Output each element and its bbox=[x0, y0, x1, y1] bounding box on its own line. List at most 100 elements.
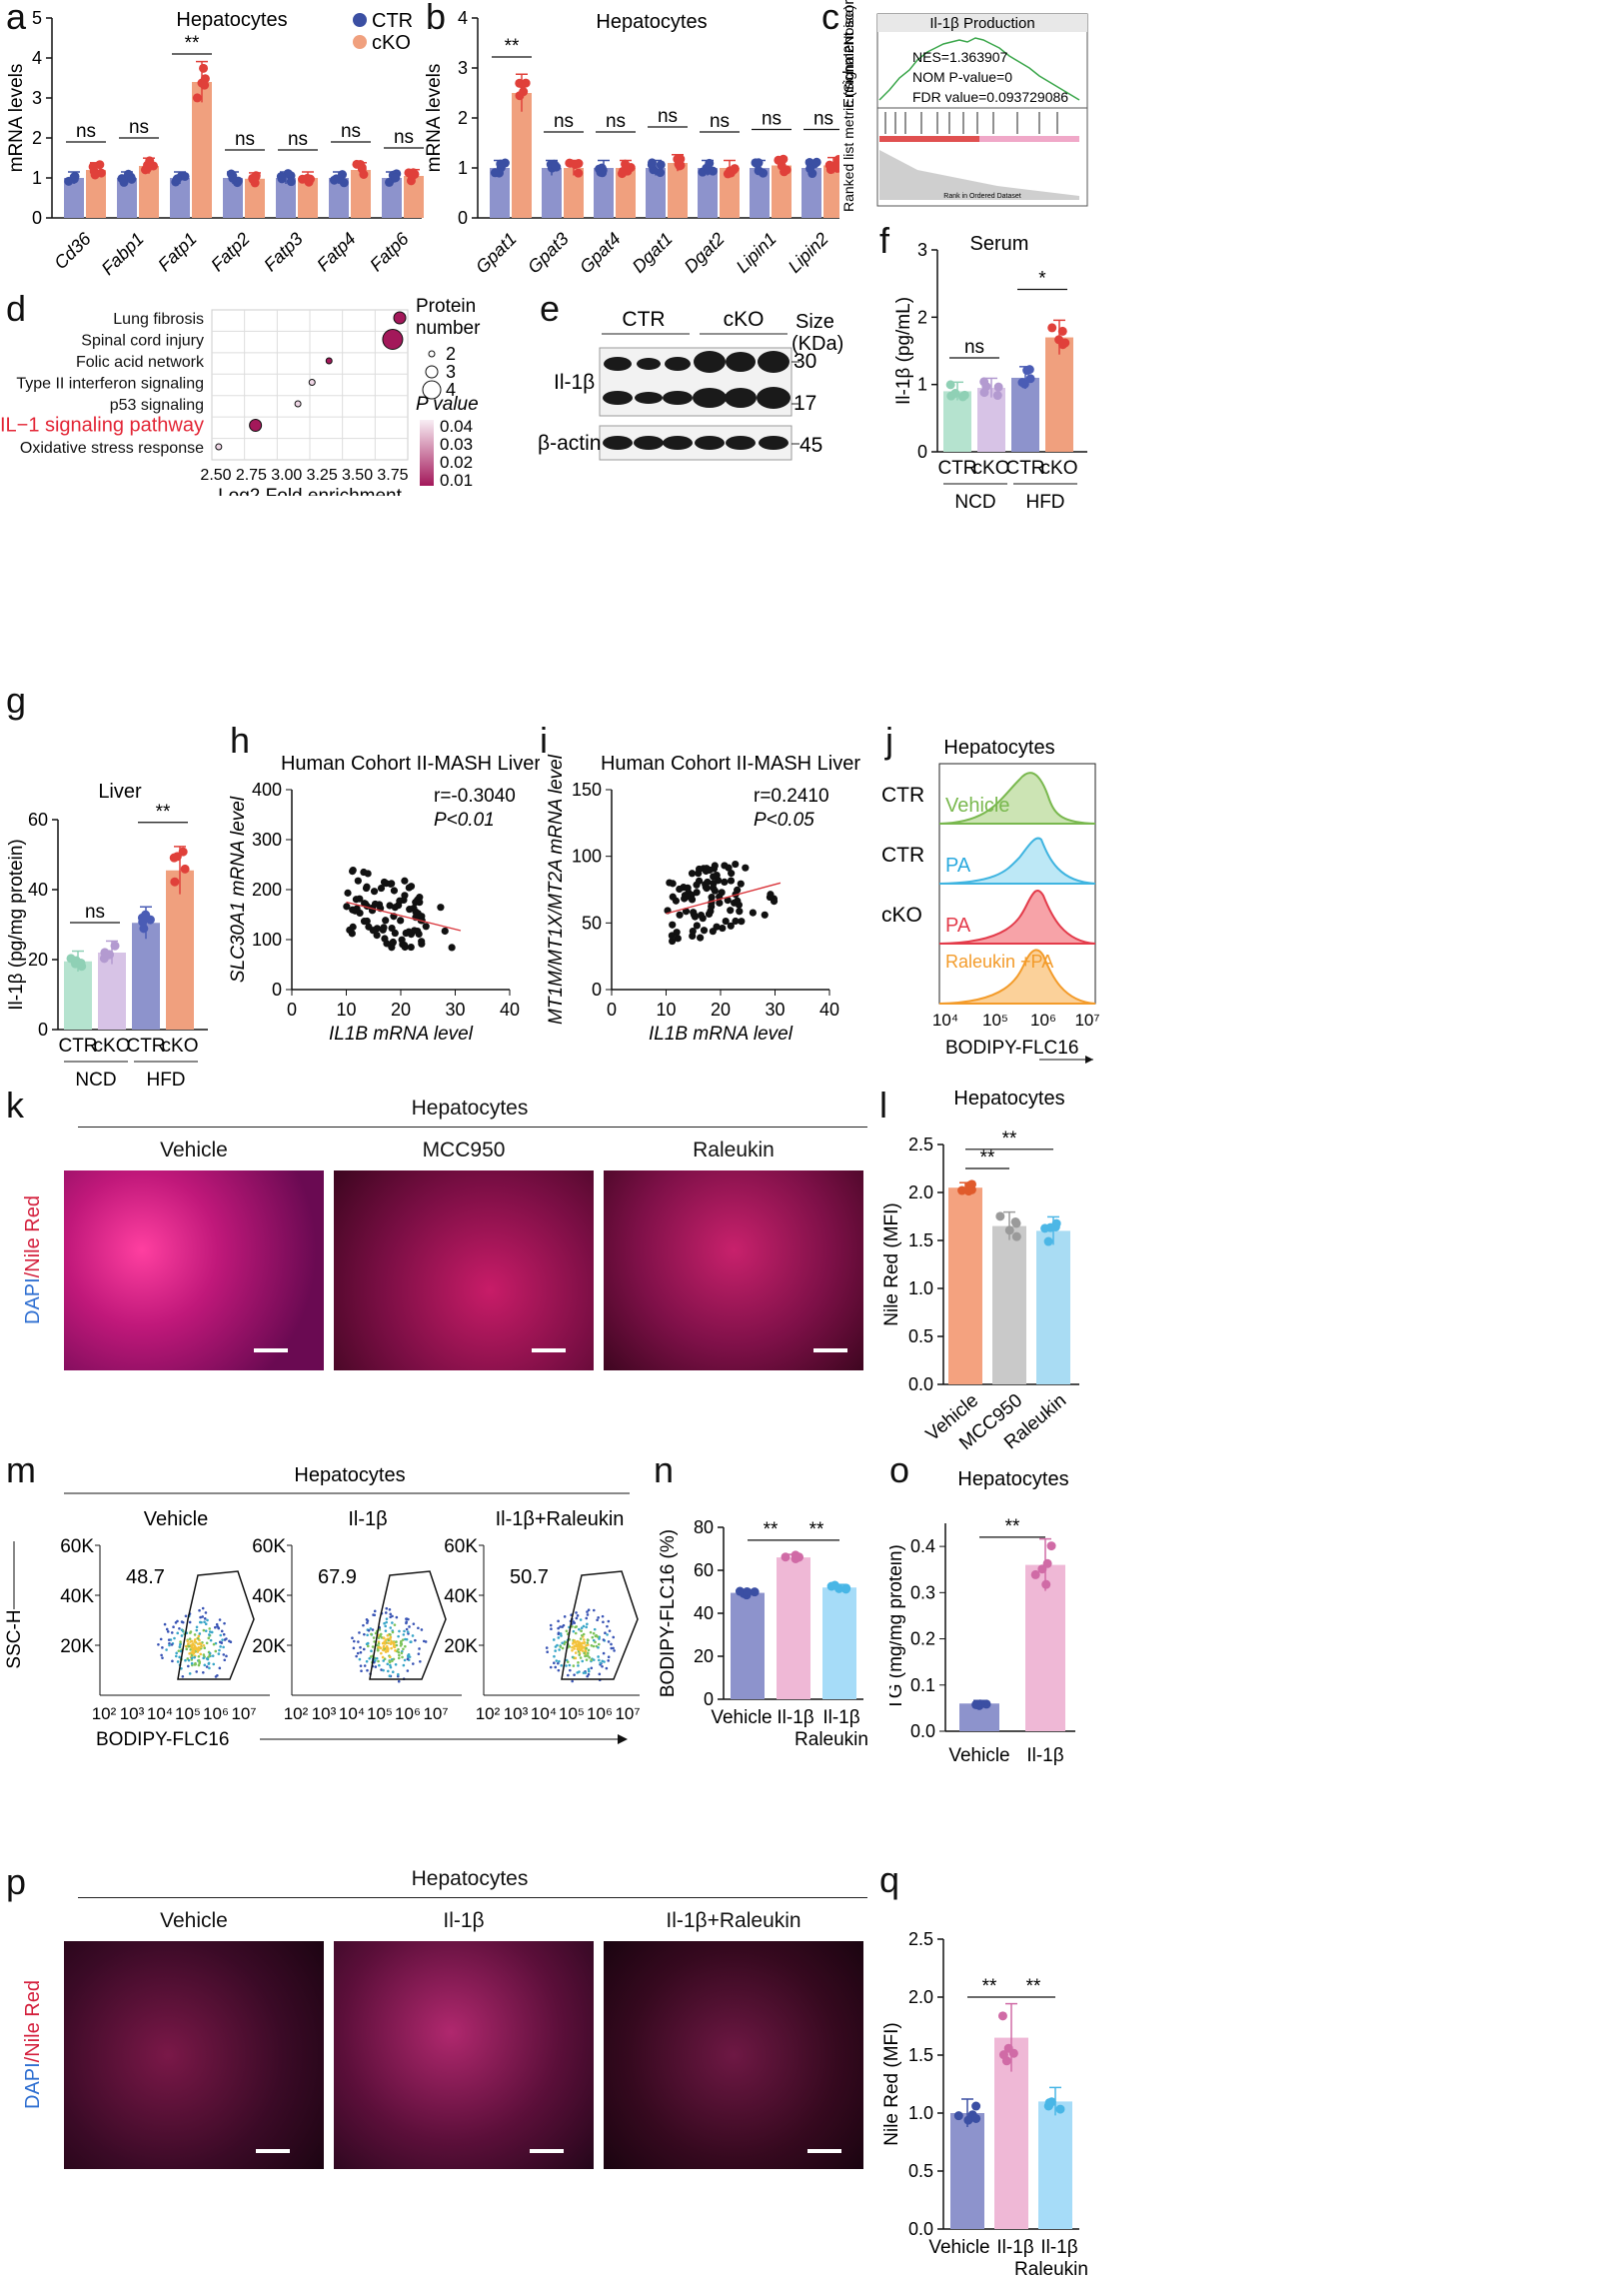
flow-event bbox=[187, 1642, 190, 1645]
flow-event bbox=[387, 1669, 390, 1673]
x-tick-label: Vehicle bbox=[711, 1707, 772, 1728]
flow-event bbox=[414, 1638, 417, 1642]
k-cond-3: Raleukin bbox=[693, 1139, 775, 1161]
data-point bbox=[96, 168, 106, 178]
flow-event bbox=[575, 1611, 578, 1614]
data-point bbox=[448, 944, 456, 952]
flow-event bbox=[389, 1655, 392, 1659]
data-point bbox=[707, 908, 715, 916]
marker-45: 45 bbox=[800, 434, 822, 457]
flow-event bbox=[610, 1642, 613, 1646]
flow-event bbox=[362, 1623, 365, 1627]
data-point bbox=[992, 391, 1002, 401]
flow-event bbox=[573, 1639, 577, 1642]
x-tick-label: CTR bbox=[1005, 458, 1044, 479]
flow-event bbox=[396, 1674, 400, 1678]
flow-event bbox=[388, 1660, 392, 1664]
flow-event bbox=[371, 1628, 375, 1631]
data-point bbox=[732, 860, 740, 869]
flow-event bbox=[388, 1607, 392, 1611]
flow-event bbox=[385, 1617, 389, 1620]
flow-gate bbox=[177, 1570, 255, 1680]
data-point bbox=[306, 174, 316, 184]
data-point bbox=[64, 176, 74, 186]
flow-event bbox=[561, 1641, 564, 1645]
flow-event bbox=[572, 1620, 576, 1623]
flow-event bbox=[588, 1656, 591, 1659]
y-tick-label: 20K bbox=[60, 1636, 94, 1657]
flow-event bbox=[398, 1653, 401, 1657]
flow-event bbox=[197, 1637, 200, 1640]
flow-event bbox=[598, 1658, 601, 1662]
data-point bbox=[405, 928, 413, 936]
x-tick-label: 10³ bbox=[120, 1704, 145, 1723]
y-tick-label: 1.0 bbox=[908, 1278, 933, 1298]
significance-label: ns bbox=[235, 129, 255, 150]
panel-label: a bbox=[6, 0, 27, 37]
data-point bbox=[721, 878, 729, 887]
gsea-nom: NOM P-value=0 bbox=[912, 69, 1012, 85]
flow-event bbox=[223, 1658, 227, 1662]
flow-event bbox=[161, 1656, 164, 1659]
flow-event bbox=[370, 1632, 373, 1636]
flow-event bbox=[585, 1625, 588, 1629]
panel-k: k Hepatocytes Vehicle MCC950 Raleukin DA… bbox=[0, 1085, 879, 1444]
data-point bbox=[551, 161, 561, 171]
data-point bbox=[834, 1583, 844, 1593]
y-tick-label: 40K bbox=[252, 1586, 286, 1607]
x-tick-label: 10 bbox=[656, 1000, 676, 1020]
flow-event bbox=[408, 1625, 411, 1628]
significance-label: ** bbox=[1026, 1976, 1041, 1997]
flow-event bbox=[573, 1644, 576, 1648]
data-point bbox=[749, 909, 757, 917]
flow-event bbox=[406, 1630, 410, 1633]
data-point bbox=[1011, 1231, 1021, 1241]
flow-event bbox=[395, 1615, 399, 1619]
bar bbox=[223, 178, 243, 218]
flow-event bbox=[197, 1663, 201, 1667]
flow-event bbox=[190, 1639, 194, 1643]
data-point bbox=[767, 891, 775, 899]
data-point bbox=[688, 870, 697, 878]
flow-event bbox=[582, 1632, 586, 1636]
flow-event bbox=[593, 1627, 597, 1631]
significance-label: ns bbox=[554, 111, 574, 132]
y-tick-label: 200 bbox=[252, 880, 282, 900]
flow-event bbox=[204, 1622, 208, 1626]
flow-event bbox=[210, 1630, 214, 1634]
flow-event bbox=[193, 1644, 197, 1648]
y-axis-label: mRNA levels bbox=[424, 64, 445, 173]
flow-event bbox=[607, 1659, 611, 1662]
data-point bbox=[380, 878, 389, 887]
flow-event bbox=[558, 1659, 561, 1663]
flow-event bbox=[196, 1650, 200, 1653]
flow-event bbox=[598, 1637, 601, 1640]
data-point bbox=[693, 922, 701, 930]
flow-event bbox=[580, 1644, 584, 1647]
flow-event bbox=[607, 1640, 611, 1643]
flow-event bbox=[583, 1640, 587, 1644]
fit-line bbox=[666, 882, 782, 915]
flow-event bbox=[565, 1629, 569, 1633]
flow-event bbox=[597, 1645, 600, 1649]
data-point bbox=[735, 1586, 745, 1596]
j-title: Hepatocytes bbox=[943, 737, 1054, 759]
flow-event bbox=[391, 1659, 394, 1662]
y-tick-label: 0.0 bbox=[908, 1374, 933, 1394]
flow-event bbox=[560, 1663, 564, 1667]
flow-event bbox=[374, 1631, 378, 1635]
size-title-1: Size bbox=[796, 311, 834, 333]
panel-i: i Human Cohort II-MASH Liver 0 50 100 150 0 10… bbox=[540, 720, 879, 1080]
data-point bbox=[365, 923, 373, 931]
data-point bbox=[953, 2111, 963, 2121]
flow-event bbox=[561, 1625, 564, 1628]
western-blot: CTR cKO Size (KDa) Il-1β 30 17 β-actin 4… bbox=[538, 308, 843, 461]
data-point bbox=[574, 168, 584, 178]
data-point bbox=[972, 1700, 982, 1710]
significance-label: ** bbox=[809, 1519, 824, 1540]
flow-event bbox=[387, 1641, 390, 1645]
panel-f: f Serum 0 1 2 3 Il-1β (pg/mL) CTR cKO CTR cKO ns * N… bbox=[879, 220, 1099, 520]
gsea-xlabel: Rank in Ordered Dataset bbox=[943, 193, 1020, 200]
x-tick-label: Fatp6 bbox=[366, 228, 413, 275]
data-point bbox=[349, 906, 357, 914]
